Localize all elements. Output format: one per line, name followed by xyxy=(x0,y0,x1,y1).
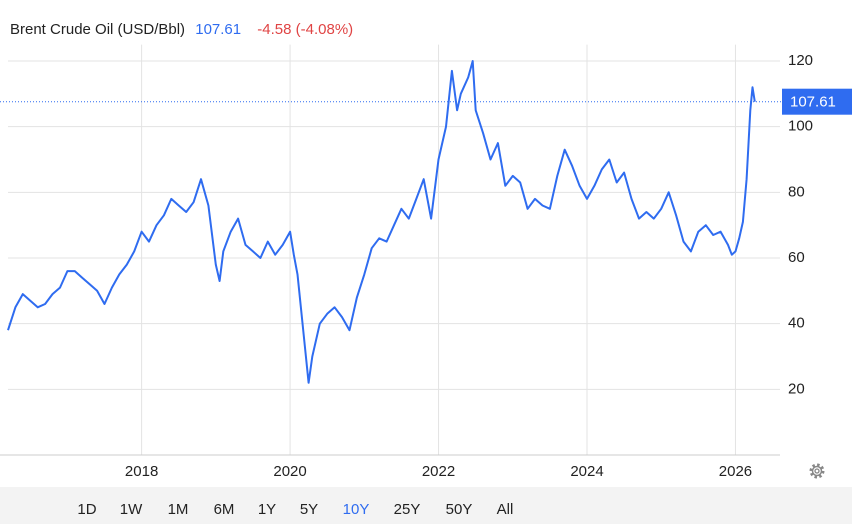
price-tag-label: 107.61 xyxy=(790,94,836,111)
price-tag xyxy=(782,88,852,115)
y-tick-label: 60 xyxy=(788,249,805,266)
price: 107.61 xyxy=(195,21,241,38)
x-tick-label: 2026 xyxy=(719,463,752,480)
x-tick-label: 2018 xyxy=(125,463,158,480)
range-button[interactable]: 1W xyxy=(120,501,143,518)
price-line xyxy=(7,60,756,384)
range-button[interactable]: 1D xyxy=(77,501,96,518)
range-button[interactable]: 1Y xyxy=(258,501,276,518)
range-button[interactable]: 10Y xyxy=(343,501,370,518)
x-tick-label: 2022 xyxy=(422,463,455,480)
x-tick-label: 2024 xyxy=(570,463,603,480)
range-button[interactable]: 5Y xyxy=(300,501,318,518)
y-tick-label: 100 xyxy=(788,118,813,135)
x-tick-label: 2020 xyxy=(273,463,306,480)
chart-header: Brent Crude Oil (USD/Bbl) 107.61 -4.58 (… xyxy=(10,21,353,38)
y-tick-label: 20 xyxy=(788,380,805,397)
range-button[interactable]: 1M xyxy=(168,501,189,518)
range-button[interactable]: All xyxy=(497,501,514,518)
y-tick-label: 120 xyxy=(788,52,813,69)
price-change: -4.58 (-4.08%) xyxy=(257,21,353,38)
range-bar xyxy=(0,487,852,524)
chart-title: Brent Crude Oil (USD/Bbl) xyxy=(10,21,185,38)
range-button[interactable]: 50Y xyxy=(446,501,473,518)
y-tick-label: 40 xyxy=(788,315,805,332)
range-button[interactable]: 6M xyxy=(214,501,235,518)
range-button[interactable]: 25Y xyxy=(394,501,421,518)
y-tick-label: 80 xyxy=(788,183,805,200)
settings-icon[interactable] xyxy=(809,463,825,479)
